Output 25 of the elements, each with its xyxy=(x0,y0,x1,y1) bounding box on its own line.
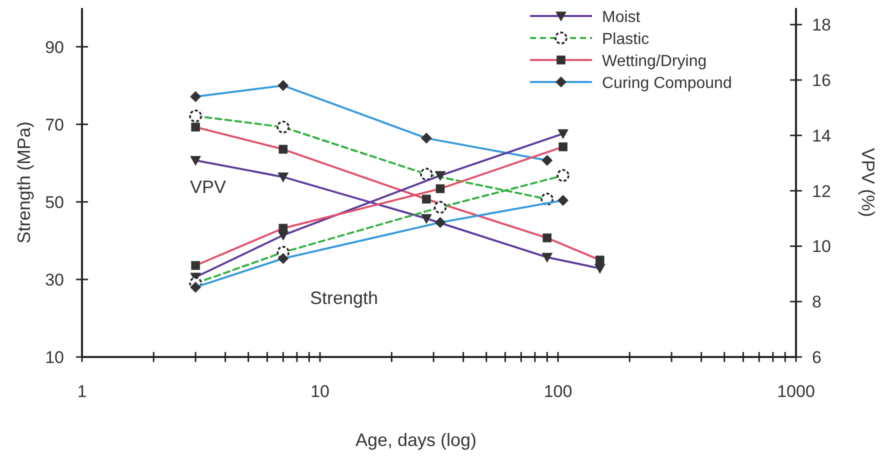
y-tick-label: 10 xyxy=(45,348,64,367)
y2-tick-label: 16 xyxy=(812,71,831,90)
legend-label: Plastic xyxy=(602,31,650,48)
y2-tick-label: 6 xyxy=(812,348,822,367)
y-tick-label: 30 xyxy=(45,270,64,290)
y-tick-label: 70 xyxy=(45,115,64,134)
legend-label: Curing Compound xyxy=(602,75,732,92)
y2-tick-label: 10 xyxy=(812,237,831,256)
y2-axis-title: VPV (%) xyxy=(858,148,878,218)
annotation: Strength xyxy=(310,288,378,308)
x-tick-label: 10 xyxy=(310,382,330,401)
y-tick-label: 90 xyxy=(45,38,64,57)
y2-tick-label: 12 xyxy=(812,182,831,201)
x-tick-label: 100 xyxy=(544,382,572,401)
y2-tick-label: 8 xyxy=(812,292,822,312)
y2-tick-label: 14 xyxy=(812,126,831,146)
y-axis-title: Strength (MPa) xyxy=(14,121,34,244)
x-axis-title: Age, days (log) xyxy=(355,430,477,450)
legend-label: Wetting/Drying xyxy=(602,53,707,70)
y-tick-label: 50 xyxy=(45,192,64,212)
x-tick-label: 1 xyxy=(77,382,87,401)
y2-tick-label: 18 xyxy=(812,16,831,35)
annotation: VPV xyxy=(190,177,226,197)
legend-label: Moist xyxy=(602,9,641,26)
x-tick-label: 1000 xyxy=(777,382,815,401)
